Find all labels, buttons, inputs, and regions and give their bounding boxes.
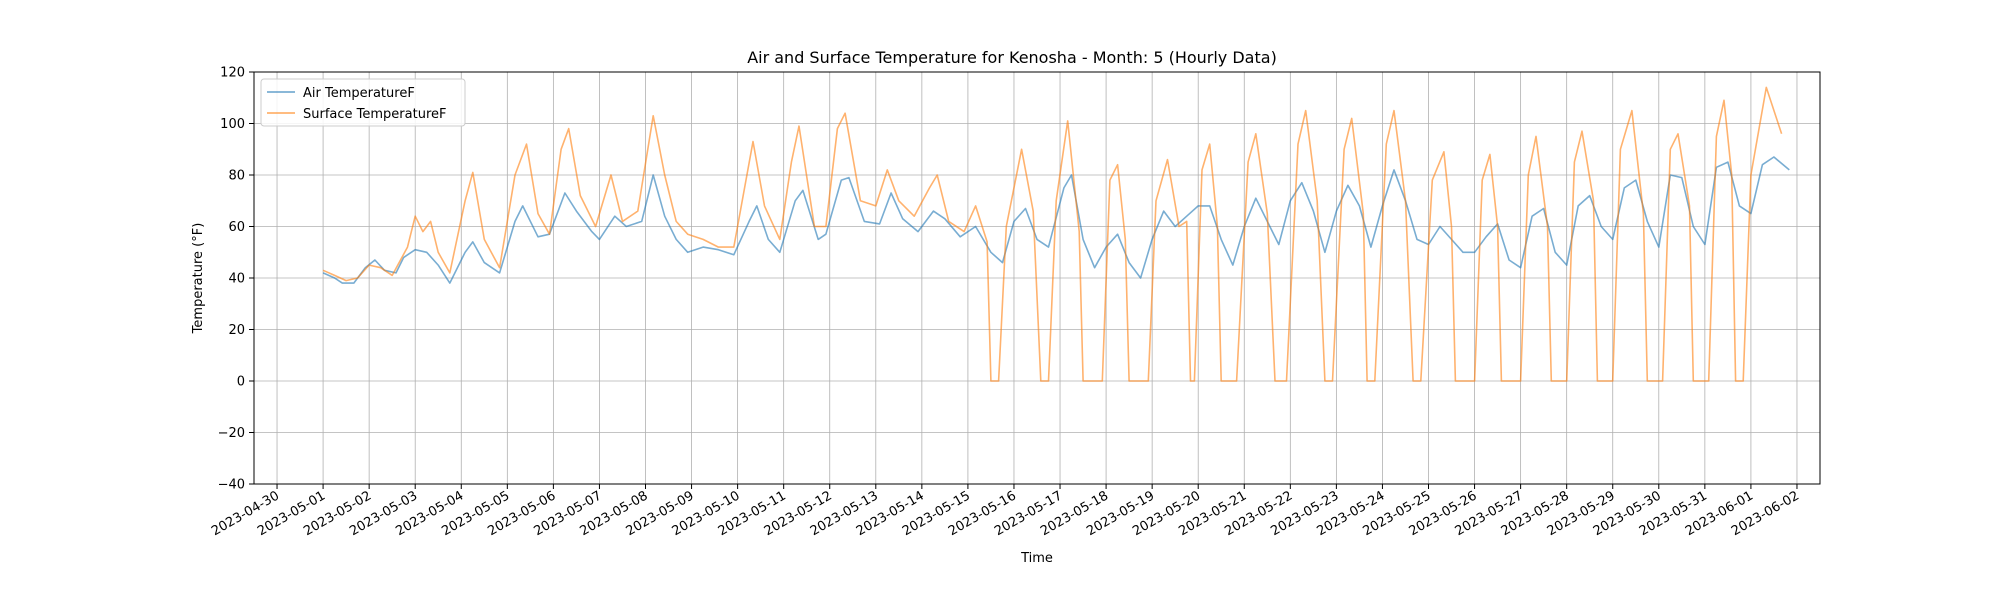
y-axis-ticks: −40 −20 0 20 40 60 80 100 120	[218, 66, 254, 493]
legend: Air TemperatureF Surface TemperatureF	[260, 78, 466, 127]
legend-label-air: Air TemperatureF	[303, 86, 415, 101]
y-tick-label: 80	[228, 169, 245, 184]
y-tick-label: 0	[237, 375, 245, 390]
y-tick-label: −40	[218, 478, 245, 493]
x-axis-label: Time	[1020, 551, 1053, 566]
series-line-surface-temperature	[322, 86, 1783, 382]
legend-box	[260, 78, 466, 127]
chart-title: Air and Surface Temperature for Kenosha …	[747, 48, 1277, 67]
y-axis-label: Temperature (°F)	[191, 223, 206, 335]
y-tick-label: −20	[218, 426, 245, 441]
x-axis-ticks: 2023-04-302023-05-012023-05-022023-05-03…	[209, 484, 1802, 539]
series-layer	[322, 86, 1790, 382]
legend-label-surface: Surface TemperatureF	[303, 107, 446, 122]
series-line-air-temperature	[322, 156, 1790, 284]
y-tick-label: 20	[228, 323, 245, 338]
y-tick-label: 40	[228, 272, 245, 287]
grid-lines	[254, 71, 1820, 485]
y-tick-label: 100	[220, 117, 245, 132]
y-tick-label: 60	[228, 220, 245, 235]
y-tick-label: 120	[220, 66, 245, 81]
